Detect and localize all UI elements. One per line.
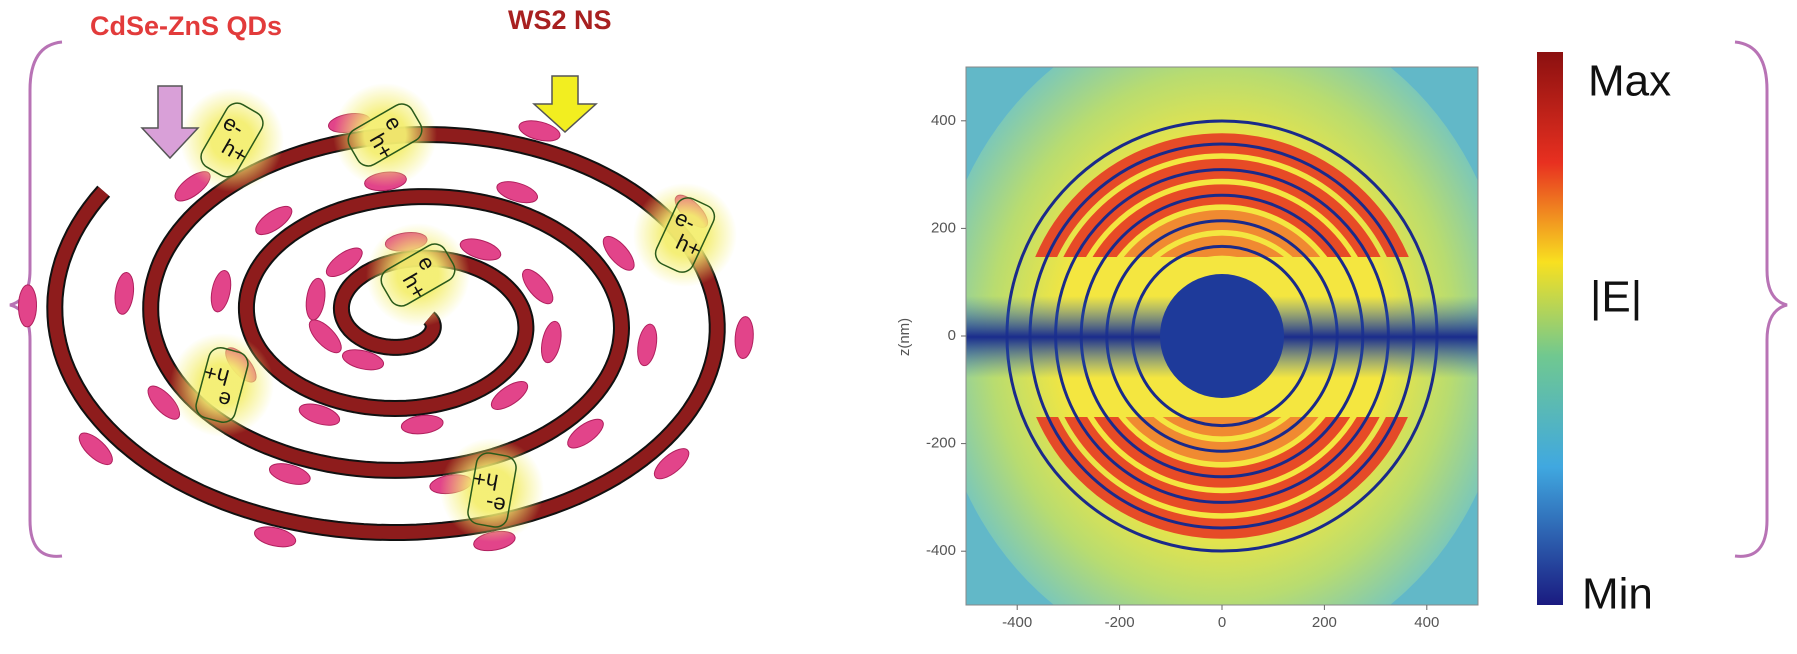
x-tick-label: -200	[1105, 614, 1135, 631]
colorbar	[1537, 52, 1563, 605]
right-brace	[1735, 42, 1787, 556]
y-tick-label: -400	[926, 542, 956, 559]
quantum-dot	[18, 285, 37, 327]
y-tick-label: 200	[931, 219, 956, 236]
quantum-dot	[208, 269, 234, 314]
schematic: e-h+eh+e-h+eh+eh+e-h+	[18, 83, 755, 554]
qds-label: CdSe-ZnS QDs	[90, 11, 282, 41]
x-tick-label: 200	[1312, 614, 1337, 631]
y-tick-label: 0	[948, 327, 956, 344]
x-tick-label: 0	[1218, 614, 1226, 631]
quantum-dot	[635, 323, 660, 367]
nanosheet	[55, 135, 717, 533]
colorbar-min: Min	[1582, 570, 1653, 619]
colorbar-max: Max	[1588, 57, 1671, 106]
quantum-dot	[304, 277, 328, 321]
quantum-dot	[113, 271, 136, 315]
y-tick-label: 400	[931, 112, 956, 129]
quantum-dot	[734, 316, 755, 359]
ns-label: WS2 NS	[508, 5, 612, 35]
hole-label: h+	[471, 466, 500, 495]
figure: e-h+eh+e-h+eh+eh+e-h+ CdSe-ZnS QDs WS2 N…	[0, 0, 1797, 654]
x-tick-label: 400	[1414, 614, 1439, 631]
y-axis-label: z(nm)	[896, 318, 913, 356]
quantum-dot	[538, 320, 564, 365]
field-map	[932, 6, 1512, 654]
y-tick-label: -200	[926, 435, 956, 452]
x-tick-label: -400	[1002, 614, 1032, 631]
colorbar-label: |E|	[1590, 273, 1642, 322]
